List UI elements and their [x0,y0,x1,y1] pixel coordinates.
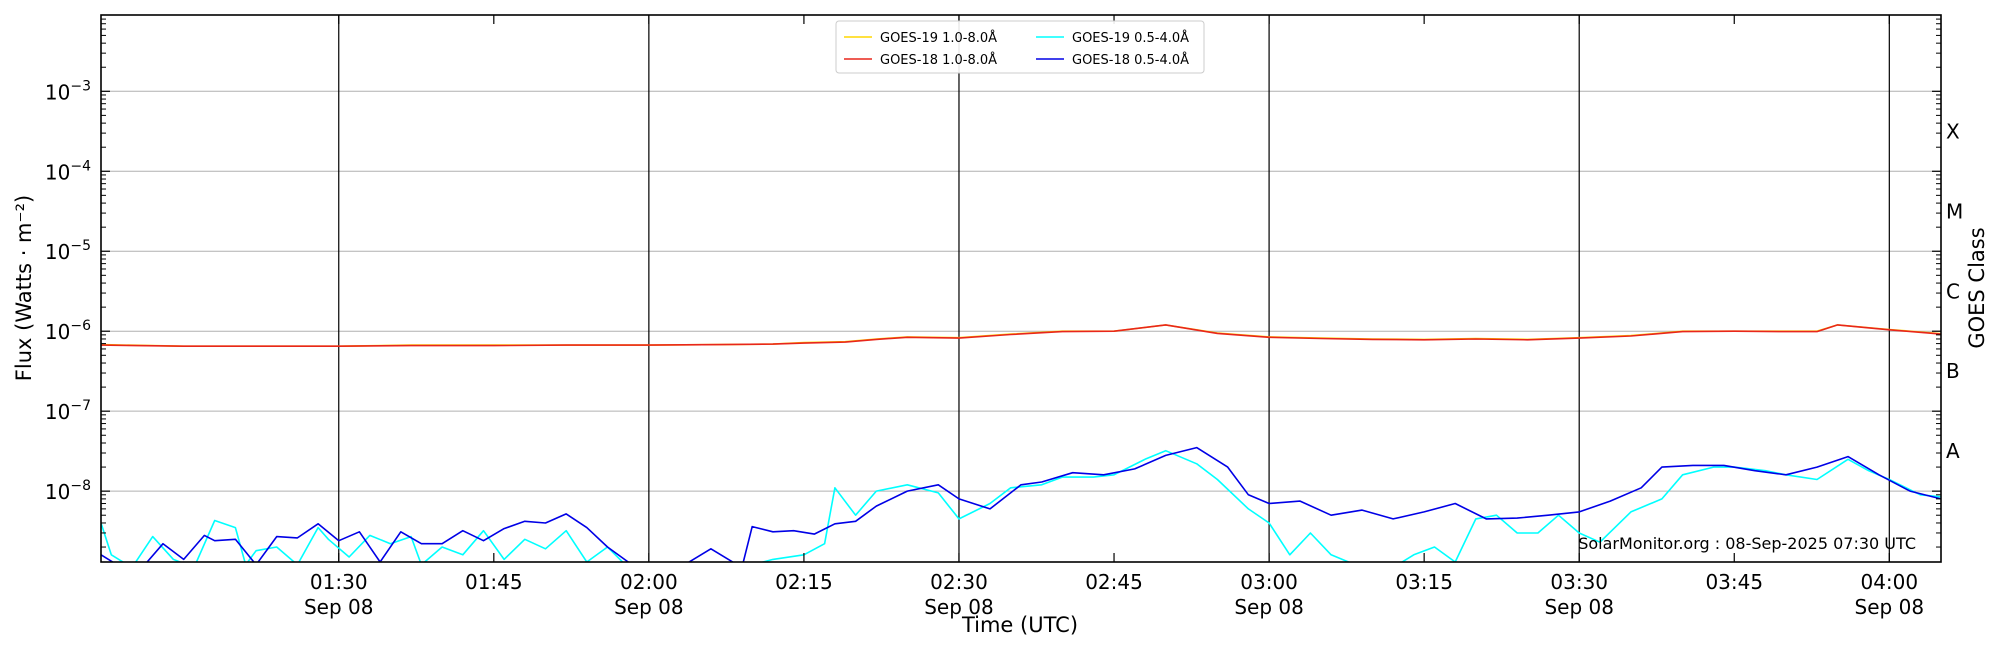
x-tick-label: 01:45 [465,570,523,594]
x-tick-label: 02:30 [930,570,988,594]
y-tick-label: 10−8 [45,478,91,504]
legend-label-goes19-long: GOES-19 1.0-8.0Å [880,30,997,46]
y-tick-label: 10−7 [45,398,91,424]
legend: GOES-19 1.0-8.0Å GOES-18 1.0-8.0Å GOES-1… [835,20,1205,74]
y-tick-label: 10−6 [45,318,91,344]
y-tick-label: 10−5 [45,238,91,264]
x-tick-date-label: Sep 08 [924,595,994,619]
y-tick-label: 10−4 [45,158,91,184]
y-tick-labels: 10−8 10−7 10−6 10−5 10−4 10−3 [45,78,91,504]
flux-series [101,324,1941,562]
series-line [101,446,1941,562]
y2-axis-title: GOES Class [1965,227,1989,348]
x-tick-date-label: Sep 08 [1234,595,1304,619]
x-tick-label: 03:45 [1705,570,1763,594]
plot-frame [100,14,1942,563]
x-tick-label: 02:00 [620,570,678,594]
x-tick-label: 01:30 [310,570,368,594]
y-tick-label: 10−3 [45,78,91,104]
series-line [101,324,1941,348]
x-tick-date-label: Sep 08 [304,595,374,619]
series-line [101,449,1941,562]
legend-label-goes19-short: GOES-19 0.5-4.0Å [1072,30,1189,46]
x-tick-label: 03:15 [1395,570,1453,594]
goes-class-label: C [1946,279,1960,303]
x-tick-label: 03:30 [1550,570,1608,594]
x-tick-label: 02:15 [775,570,833,594]
legend-box [835,20,1205,74]
y-axis-title: Flux (Watts · m⁻²) [12,195,36,381]
goes-class-label: X [1946,119,1960,143]
legend-label-goes18-short: GOES-18 0.5-4.0Å [1072,52,1189,68]
goes-class-label: A [1946,439,1960,463]
x-axis-title: Time (UTC) [961,613,1078,637]
goes-class-labels: A B C M X [1946,119,1963,463]
x-tick-label: 03:00 [1240,570,1298,594]
x-tick-date-label: Sep 08 [1855,595,1925,619]
time-marker-lines [338,15,1890,562]
grid-lines [101,90,1941,492]
credit-text: SolarMonitor.org : 08-Sep-2025 07:30 UTC [1578,534,1916,553]
x-tick-label: 04:00 [1860,570,1918,594]
goes-class-label: B [1946,359,1960,383]
goes-class-label: M [1946,199,1963,223]
axis-ticks [101,15,1941,562]
x-tick-date-label: Sep 08 [614,595,684,619]
x-tick-date-label: Sep 08 [1544,595,1614,619]
legend-label-goes18-long: GOES-18 1.0-8.0Å [880,52,997,68]
x-tick-label: 02:45 [1085,570,1143,594]
